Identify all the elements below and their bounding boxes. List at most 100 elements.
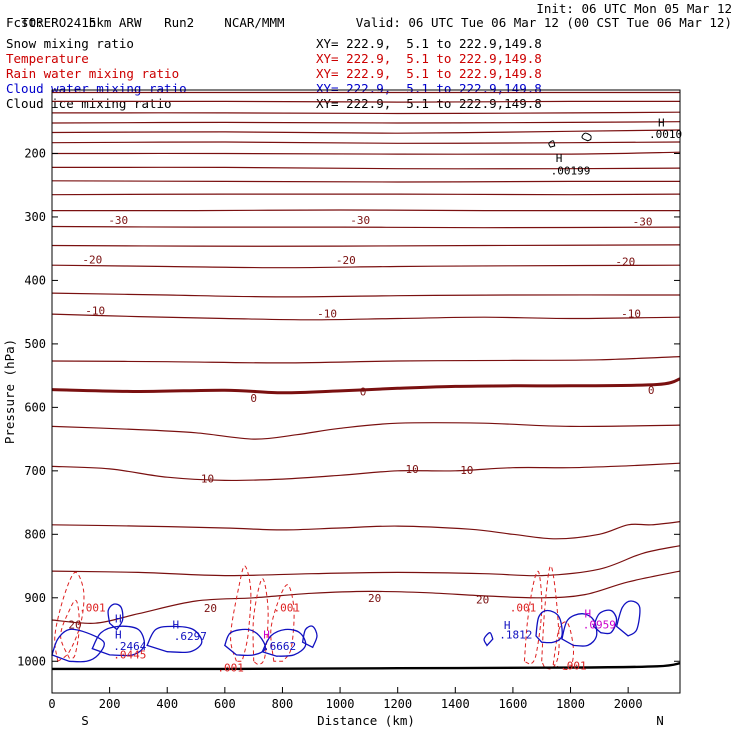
legend-name-4: Cloud ice mixing ratio [6,96,172,111]
snow-contour-0 [581,132,592,142]
contour-label-3: -20 [82,253,102,266]
contour-label-23: .001 [217,662,244,675]
model-run: Run2 [164,15,195,30]
isotherm-line-6 [51,356,681,364]
y-tick-label-7: 900 [24,591,46,605]
contour-label-2: -30 [633,215,653,228]
max-marker-7: H [585,608,592,621]
model-org: NCAR/MMM [224,15,285,30]
x-tick-label-9: 1800 [556,697,585,711]
y-axis-title: Pressure (hPa) [2,339,17,444]
isotherm-line-18 [51,129,681,134]
x-tick-label-7: 1400 [441,697,470,711]
x-tick-label-10: 2000 [614,697,643,711]
terrain-line [51,662,681,671]
contour-label-18: 20 [68,618,81,631]
isotherm-line-17 [51,141,681,144]
legend-xy-1: XY= 222.9, 5.1 to 222.9,149.8 [316,51,542,66]
contour-label-20: .001 [274,601,301,614]
y-tick-label-6: 800 [24,527,46,541]
legend-xy-2: XY= 222.9, 5.1 to 222.9,149.8 [316,66,542,81]
legend-xy-0: XY= 222.9, 5.1 to 222.9,149.8 [316,36,542,51]
cloud-contour-2 [91,625,146,657]
isotherm-line-14 [51,180,681,183]
contour-label-29: .0959 [583,618,616,631]
contour-label-10: 0 [360,386,367,399]
contour-label-17: 20 [476,594,489,607]
isotherm-line-15 [51,166,681,170]
cloud-contour-10 [615,600,641,637]
max-marker-0: H [556,152,563,165]
cloud-contour-0 [107,603,124,631]
x-tick-label-8: 1600 [498,697,527,711]
contour-label-25: .2464 [113,640,146,653]
contour-label-30: .00199 [551,165,591,178]
cloud-contour-8 [535,609,563,644]
isotherm-line-11 [51,225,681,229]
isotherm-line-1 [51,545,681,577]
isotherm-line-5 [51,377,681,395]
y-tick-label-1: 300 [24,210,46,224]
contour-label-12: 10 [201,472,214,485]
isotherm-line-16 [51,151,681,155]
contour-label-1: -30 [350,214,370,227]
rain-contour-5 [523,570,543,666]
cloud-contour-6 [301,625,318,649]
contour-label-26: .6297 [174,630,207,643]
legend-xy-4: XY= 222.9, 5.1 to 222.9,149.8 [316,96,542,111]
contour-label-28: .1812 [499,629,532,642]
max-marker-3: H [173,618,180,631]
cloud-contour-1 [51,628,105,663]
contour-label-8: -10 [621,307,641,320]
x-tick-label-5: 1000 [326,697,355,711]
rain-contour-2 [230,565,252,662]
contour-label-7: -10 [317,307,337,320]
cloud-contour-9 [561,613,598,647]
contour-label-6: -10 [85,304,105,317]
isotherm-line-20 [51,111,681,115]
fcst-label: Fcst: [6,15,44,30]
legend-name-1: Temperature [6,51,89,66]
contour-label-19: .001 [79,601,106,614]
max-marker-2: H [115,613,122,626]
max-marker-5: H [263,629,270,642]
contour-label-4: -20 [336,254,356,267]
contour-label-22: .001 [560,660,587,673]
rain-contour-4 [270,584,295,662]
contour-label-21: .001 [510,601,537,614]
contour-label-31: .0010 [649,128,682,141]
max-marker-1: H [658,116,665,129]
x-tick-label-0: 0 [48,697,55,711]
y-tick-label-8: 1000 [17,654,46,668]
y-tick-label-4: 600 [24,400,46,414]
x-tick-label-2: 400 [156,697,178,711]
max-marker-6: H [504,619,511,632]
x-axis-title: Distance (km) [317,713,415,728]
snow-contour-1 [548,140,556,148]
isotherm-line-9 [51,264,681,269]
isotherm-line-21 [51,100,681,103]
y-tick-label-0: 200 [24,146,46,160]
rain-contour-3 [252,578,269,666]
y-tick-label-5: 700 [24,464,46,478]
legend-name-2: Rain water mixing ratio [6,66,180,81]
direction-south: S [81,713,89,728]
contour-label-14: 10 [460,464,473,477]
contour-label-27: .6662 [263,640,296,653]
model-resolution: 15km ARW [81,15,142,30]
direction-north: N [656,713,664,728]
contour-label-16: 20 [368,592,381,605]
contour-label-15: 20 [204,602,217,615]
isotherm-line-13 [51,193,681,196]
x-tick-label-6: 1200 [383,697,412,711]
cloud-contour-4 [223,628,266,657]
rain-contour-0 [54,571,85,663]
contour-label-13: 10 [405,463,418,476]
contour-label-9: 0 [250,392,257,405]
isotherm-line-3 [51,462,681,482]
init-time: Init: 06 UTC Mon 05 Mar 12 [536,1,732,16]
x-tick-label-1: 200 [99,697,121,711]
isotherm-line-7 [51,313,681,321]
max-marker-4: H [115,629,122,642]
